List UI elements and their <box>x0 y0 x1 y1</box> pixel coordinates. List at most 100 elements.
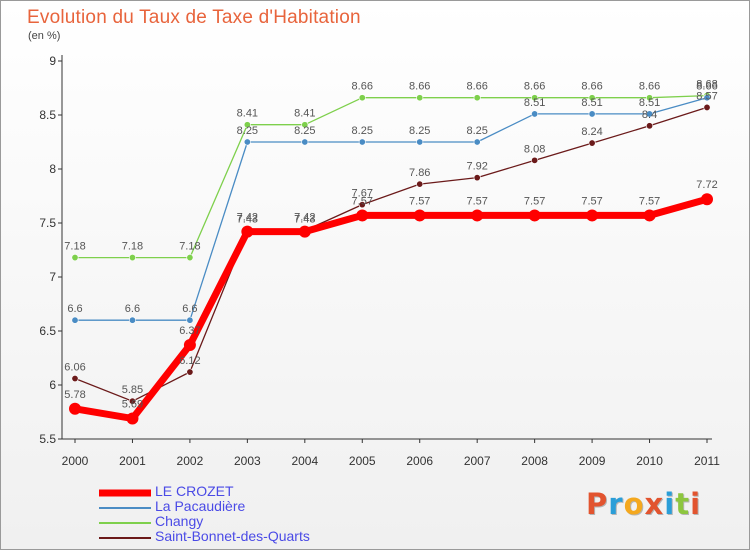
data-point <box>413 209 426 222</box>
data-label: 7.57 <box>639 195 660 207</box>
data-label: 8.25 <box>352 125 373 137</box>
data-point <box>358 201 366 209</box>
brand-letter: t <box>675 487 691 521</box>
data-label: 8.66 <box>466 81 487 93</box>
data-point <box>126 412 139 425</box>
legend-swatch <box>99 521 151 524</box>
data-label: 6.06 <box>64 362 85 374</box>
legend-label: La Pacaudière <box>155 498 246 514</box>
chart-axes: 5.5 6 6.5 7 7.5 8 8.5 9 2000 2001 2002 2003 2004 2005… <box>39 54 720 468</box>
legend-swatch <box>99 506 151 509</box>
data-label: 8.51 <box>639 97 660 109</box>
data-point <box>128 254 136 262</box>
x-tick-label: 2006 <box>406 454 433 468</box>
data-label: 6.6 <box>67 303 82 315</box>
data-point <box>128 316 136 324</box>
x-tick-label: 2002 <box>177 454 204 468</box>
series-la-pacaudi-re <box>71 94 711 324</box>
series-line <box>74 106 708 402</box>
data-label: 8.66 <box>409 81 430 93</box>
data-label: 7.18 <box>122 241 143 253</box>
data-label: 8.66 <box>581 81 602 93</box>
data-label: 8.51 <box>524 97 545 109</box>
brand-letter: r <box>608 487 624 521</box>
data-label: 7.57 <box>352 195 373 207</box>
data-point <box>356 209 369 222</box>
chart-subtitle: (en %) <box>28 30 61 42</box>
brand-logo: Proxiti <box>586 487 701 521</box>
data-label: 7.57 <box>409 195 430 207</box>
data-point <box>588 139 596 147</box>
data-point <box>646 110 654 118</box>
data-point <box>416 180 424 188</box>
data-label: 8.25 <box>294 125 315 137</box>
data-point <box>588 94 596 102</box>
x-tick-label: 2007 <box>464 454 491 468</box>
data-label: 8.25 <box>409 125 430 137</box>
data-label: 7.43 <box>237 214 258 226</box>
data-label: 7.57 <box>581 195 602 207</box>
data-label: 7.92 <box>466 161 487 173</box>
data-label: 8.25 <box>466 125 487 137</box>
data-point <box>588 110 596 118</box>
x-tick-label: 2005 <box>349 454 376 468</box>
data-point <box>586 209 599 222</box>
data-label: 7.18 <box>179 241 200 253</box>
data-point <box>643 209 656 222</box>
data-label: 7.67 <box>352 188 373 200</box>
data-point <box>358 138 366 146</box>
brand-letter: i <box>690 487 702 521</box>
data-point <box>701 193 713 206</box>
brand-letter: P <box>586 487 609 521</box>
series-changy <box>71 92 711 262</box>
data-label: 6.37 <box>179 325 200 337</box>
data-point <box>71 316 79 324</box>
x-tick-label: 2003 <box>234 454 261 468</box>
data-point <box>241 225 254 238</box>
data-label: 5.85 <box>122 384 143 396</box>
data-point <box>531 110 539 118</box>
data-labels: 7.18 7.18 7.18 8.41 8.41 8.66 8.66 8.66 8.66 8.66… <box>64 79 717 411</box>
data-point <box>531 156 539 164</box>
data-label: 8.08 <box>524 143 545 155</box>
data-label: 6.6 <box>125 303 140 315</box>
data-point <box>473 94 481 102</box>
data-point <box>528 209 541 222</box>
data-point <box>298 225 311 238</box>
data-label: 8.24 <box>581 126 602 138</box>
data-point <box>703 94 711 102</box>
data-point <box>69 402 81 415</box>
x-tick-label: 2009 <box>579 454 606 468</box>
x-tick-label: 2010 <box>636 454 663 468</box>
brand-letter: o <box>623 487 645 521</box>
data-label: 8.57 <box>696 90 717 102</box>
data-label: 8.68 <box>696 79 717 91</box>
y-tick-label: 8 <box>49 162 56 176</box>
data-point <box>531 94 539 102</box>
legend-swatch <box>99 536 151 539</box>
data-point <box>416 94 424 102</box>
data-point <box>471 209 484 222</box>
data-point <box>473 174 481 182</box>
data-label: 7.42 <box>237 212 258 224</box>
data-point <box>646 94 654 102</box>
y-tick-label: 8.5 <box>39 108 56 122</box>
data-label: 8.66 <box>352 81 373 93</box>
data-label: 5.69 <box>122 398 143 410</box>
data-label: 7.57 <box>524 195 545 207</box>
data-point <box>243 121 251 129</box>
data-point <box>358 94 366 102</box>
data-point <box>301 121 309 129</box>
x-tick-label: 2004 <box>291 454 318 468</box>
data-point <box>186 316 194 324</box>
data-label: 7.43 <box>294 214 315 226</box>
data-point <box>71 254 79 262</box>
legend-label: Saint-Bonnet-des-Quarts <box>155 528 310 544</box>
data-label: 8.66 <box>639 81 660 93</box>
x-tick-label: 2011 <box>694 454 720 468</box>
data-label: 5.78 <box>64 389 85 401</box>
data-point <box>186 368 194 376</box>
series-le-crozet <box>69 193 713 425</box>
